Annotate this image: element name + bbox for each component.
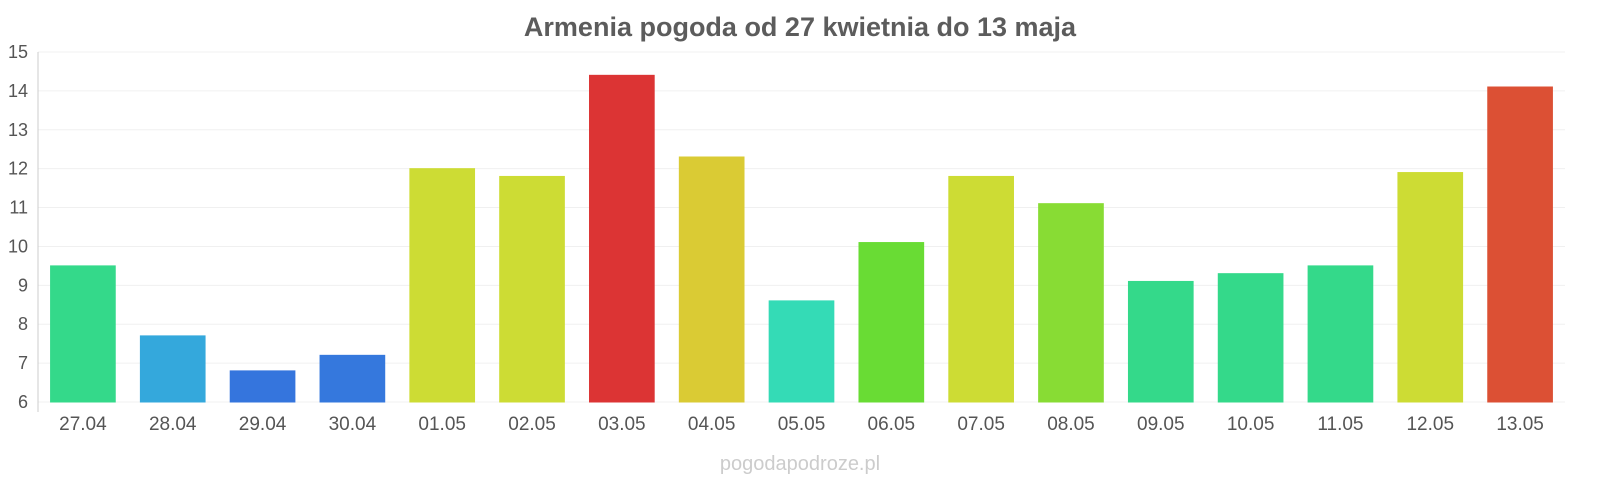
y-axis-ticks: 6 7 8 9 10 11 12 13 14 15 [8, 42, 28, 412]
watermark-text: pogodapodroze.pl [720, 453, 880, 475]
x-tick-label: 27.04 [59, 414, 107, 435]
bar-10.05 [1217, 273, 1284, 403]
bar-11.05 [1307, 265, 1374, 403]
y-tick-label: 9 [18, 275, 28, 295]
bar-03.05 [589, 74, 655, 403]
x-tick-label: 09.05 [1137, 414, 1185, 435]
bar-02.05 [499, 175, 565, 403]
grid-lines [38, 51, 1565, 403]
bar-30.04 [319, 354, 386, 403]
x-tick-label: 12.05 [1406, 414, 1454, 435]
bar-05.05 [768, 300, 835, 403]
x-tick-label: 02.05 [508, 414, 556, 435]
bar-12.05 [1397, 172, 1464, 403]
x-tick-label: 30.04 [329, 414, 377, 435]
x-tick-label: 06.05 [868, 414, 916, 435]
x-tick-label: 04.05 [688, 414, 736, 435]
y-tick-label: 13 [8, 120, 28, 140]
x-axis-ticks: 27.04 28.04 29.04 30.04 01.05 02.05 03.05 04.05… [59, 414, 1544, 435]
bar-04.05 [678, 156, 745, 403]
y-tick-label: 6 [18, 392, 28, 412]
bar-08.05 [1038, 203, 1104, 403]
bar-06.05 [858, 242, 925, 403]
x-tick-label: 29.04 [239, 414, 287, 435]
x-tick-label: 10.05 [1227, 414, 1275, 435]
bar-09.05 [1127, 280, 1194, 403]
y-tick-label: 10 [8, 236, 28, 256]
bar-27.04 [50, 265, 116, 403]
chart-title: Armenia pogoda od 27 kwietnia do 13 maja [524, 12, 1077, 42]
x-tick-label: 28.04 [149, 414, 197, 435]
x-tick-label: 11.05 [1317, 414, 1363, 435]
bar-07.05 [948, 175, 1014, 403]
y-tick-label: 11 [9, 198, 28, 218]
bar-01.05 [409, 168, 476, 403]
x-tick-label: 03.05 [598, 414, 646, 435]
y-tick-label: 8 [18, 314, 28, 334]
y-tick-label: 15 [8, 42, 28, 62]
x-tick-label: 01.05 [418, 414, 466, 435]
x-tick-label: 13.05 [1496, 414, 1544, 435]
y-tick-label: 12 [8, 159, 28, 179]
x-tick-label: 08.05 [1047, 414, 1095, 435]
bar-29.04 [229, 370, 296, 403]
x-tick-label: 05.05 [778, 414, 826, 435]
bar-28.04 [139, 335, 206, 403]
bars [50, 74, 1553, 403]
y-tick-label: 7 [18, 353, 28, 373]
bar-13.05 [1487, 86, 1553, 403]
y-tick-label: 14 [8, 81, 28, 101]
x-tick-label: 07.05 [957, 414, 1005, 435]
